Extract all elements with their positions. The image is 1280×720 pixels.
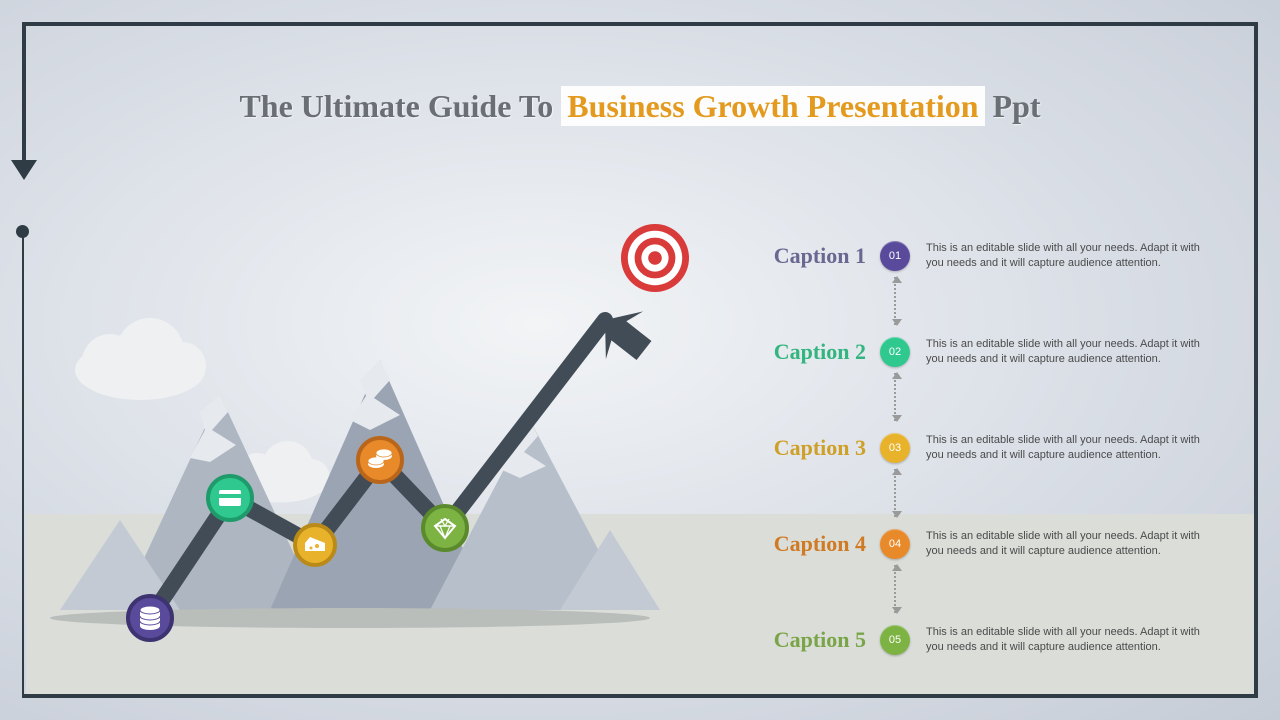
caption-description: This is an editable slide with all your … [910, 433, 1220, 463]
caption-connector [894, 565, 896, 613]
caption-label: Caption 3 [740, 435, 880, 461]
caption-description: This is an editable slide with all your … [910, 241, 1220, 271]
caption-number-badge: 04 [880, 529, 910, 559]
caption-description: This is an editable slide with all your … [910, 529, 1220, 559]
caption-connector [894, 373, 896, 421]
caption-row: Caption 505This is an editable slide wit… [740, 619, 1220, 661]
caption-label: Caption 4 [740, 531, 880, 557]
caption-number-badge: 05 [880, 625, 910, 655]
caption-number-badge: 01 [880, 241, 910, 271]
caption-row: Caption 303This is an editable slide wit… [740, 427, 1220, 469]
caption-number-badge: 03 [880, 433, 910, 463]
caption-label: Caption 1 [740, 243, 880, 269]
captions-list: Caption 101This is an editable slide wit… [740, 235, 1220, 661]
caption-connector [894, 277, 896, 325]
caption-row: Caption 101This is an editable slide wit… [740, 235, 1220, 277]
caption-row: Caption 202This is an editable slide wit… [740, 331, 1220, 373]
caption-row: Caption 404This is an editable slide wit… [740, 523, 1220, 565]
caption-number-badge: 02 [880, 337, 910, 367]
caption-description: This is an editable slide with all your … [910, 625, 1220, 655]
caption-label: Caption 5 [740, 627, 880, 653]
caption-label: Caption 2 [740, 339, 880, 365]
caption-description: This is an editable slide with all your … [910, 337, 1220, 367]
caption-connector [894, 469, 896, 517]
